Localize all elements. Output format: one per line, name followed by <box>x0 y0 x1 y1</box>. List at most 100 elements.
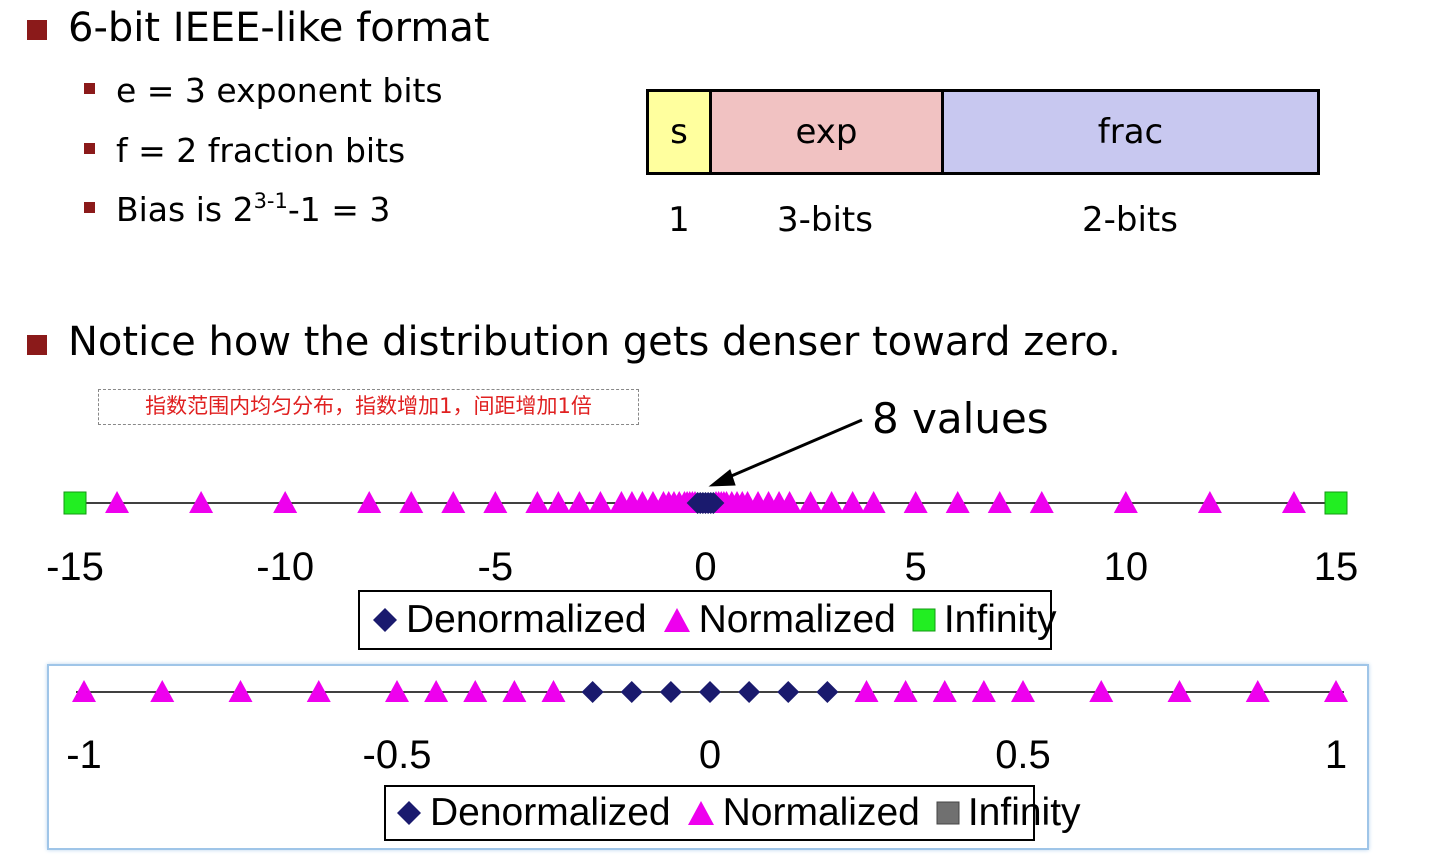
normalized-point <box>893 680 918 702</box>
tick-label: 0 <box>699 733 721 777</box>
legend-item-denormalized: Denormalized <box>396 791 671 835</box>
normalized-point <box>385 680 409 702</box>
tick-label: 0.5 <box>995 733 1051 777</box>
normalized-point <box>1113 491 1138 513</box>
normalized-point <box>1011 680 1035 702</box>
legend-label-denormalized: Denormalized <box>430 791 671 834</box>
infinity-point <box>1324 491 1348 515</box>
normalized-point <box>1029 491 1054 513</box>
triangle-icon <box>687 801 714 825</box>
legend-label-infinity: Infinity <box>967 791 1081 834</box>
tick-label: 1 <box>1325 733 1347 777</box>
normalized-point <box>525 491 550 513</box>
bullet-fraction-bits: f = 2 fraction bits <box>116 131 406 170</box>
legend-bottom: Denormalized Normalized Infinity <box>384 785 1081 841</box>
diamond-icon <box>373 608 397 632</box>
tick-label: 5 <box>905 545 927 589</box>
normalized-point <box>541 680 566 702</box>
bullet-marker <box>27 20 47 40</box>
normalized-point <box>840 491 865 513</box>
denormalized-point <box>702 492 725 514</box>
legend-item-infinity: Infinity <box>912 598 1057 642</box>
tick-label: 0 <box>694 545 716 589</box>
bullet-marker <box>84 143 95 154</box>
normalized-point <box>819 491 844 513</box>
tick-label: -10 <box>256 545 314 589</box>
normalized-point <box>72 680 96 702</box>
field-fraction-width: 2-bits <box>1082 200 1178 240</box>
callout-8-values: 8 values <box>872 394 1049 443</box>
tick-label: -5 <box>478 545 514 589</box>
bullet-marker <box>84 83 95 94</box>
square-icon <box>912 608 936 632</box>
callout-arrow-line <box>721 418 863 482</box>
normalized-point <box>1167 680 1192 702</box>
annotation-note: 指数范围内均匀分布，指数增加1，间距增加1倍 <box>98 389 639 425</box>
normalized-point <box>463 680 488 702</box>
normalized-point <box>306 680 331 702</box>
field-sign-width: 1 <box>668 200 690 240</box>
normalized-point <box>987 491 1012 513</box>
tick-label: -0.5 <box>363 733 432 777</box>
heading-format: 6-bit IEEE-like format <box>68 5 490 51</box>
triangle-icon <box>663 608 690 632</box>
normalized-point <box>861 491 886 513</box>
legend-label-normalized: Normalized <box>698 598 896 641</box>
normalized-point <box>567 491 592 513</box>
denormalized-point <box>699 681 721 703</box>
normalized-point <box>588 491 613 513</box>
normalized-point <box>1281 491 1306 513</box>
normalized-point <box>798 491 823 513</box>
normalized-point <box>777 491 802 513</box>
legend-label-infinity: Infinity <box>943 598 1057 641</box>
normalized-point <box>424 680 449 702</box>
normalized-point <box>971 680 996 702</box>
normalized-point <box>483 491 508 513</box>
tick-label: -1 <box>66 733 102 777</box>
legend-label-denormalized: Denormalized <box>406 598 647 641</box>
heading-distribution: Notice how the distribution gets denser … <box>68 319 1121 365</box>
normalized-point <box>399 491 424 513</box>
legend-top: Denormalized Normalized Infinity <box>358 590 1057 650</box>
normalized-point <box>502 680 527 702</box>
zoom-panel <box>47 664 1369 850</box>
field-exponent-width: 3-bits <box>777 200 873 240</box>
bullet-marker <box>84 202 95 213</box>
bullet-exponent-bits: e = 3 exponent bits <box>116 71 443 110</box>
square-icon <box>936 801 960 825</box>
denormalized-point <box>581 681 604 703</box>
denormalized-point <box>738 681 761 703</box>
legend-item-normalized: Normalized <box>663 598 896 642</box>
bias-prefix: Bias is 2 <box>116 190 254 229</box>
normalized-point <box>854 680 879 702</box>
legend-item-normalized: Normalized <box>687 791 920 835</box>
tick-label: 10 <box>1104 545 1149 589</box>
diamond-icon <box>397 801 421 825</box>
field-fraction: frac <box>941 89 1320 175</box>
legend-item-infinity: Infinity <box>936 791 1081 835</box>
callout-arrow-head <box>708 469 736 487</box>
normalized-point <box>189 491 214 513</box>
bias-suffix: -1 = 3 <box>287 190 391 229</box>
tick-label: 15 <box>1314 545 1359 589</box>
normalized-point <box>150 680 175 702</box>
tick-label: -15 <box>46 545 104 589</box>
bias-exponent: 3-1 <box>253 189 288 213</box>
normalized-point <box>105 491 130 513</box>
normalized-point <box>932 680 957 702</box>
bullet-marker <box>27 335 47 355</box>
denormalized-point <box>777 681 800 703</box>
infinity-point <box>63 491 87 515</box>
denormalized-point <box>659 681 682 703</box>
legend-item-denormalized: Denormalized <box>372 598 647 642</box>
normalized-point <box>546 491 571 513</box>
normalized-point <box>228 680 253 702</box>
normalized-point <box>1245 680 1270 702</box>
bullet-bias: Bias is 23-1-1 = 3 <box>116 190 390 230</box>
normalized-point <box>441 491 466 513</box>
normalized-point <box>1197 491 1222 513</box>
normalized-point <box>903 491 928 513</box>
legend-label-normalized: Normalized <box>722 791 920 834</box>
normalized-point <box>273 491 298 513</box>
